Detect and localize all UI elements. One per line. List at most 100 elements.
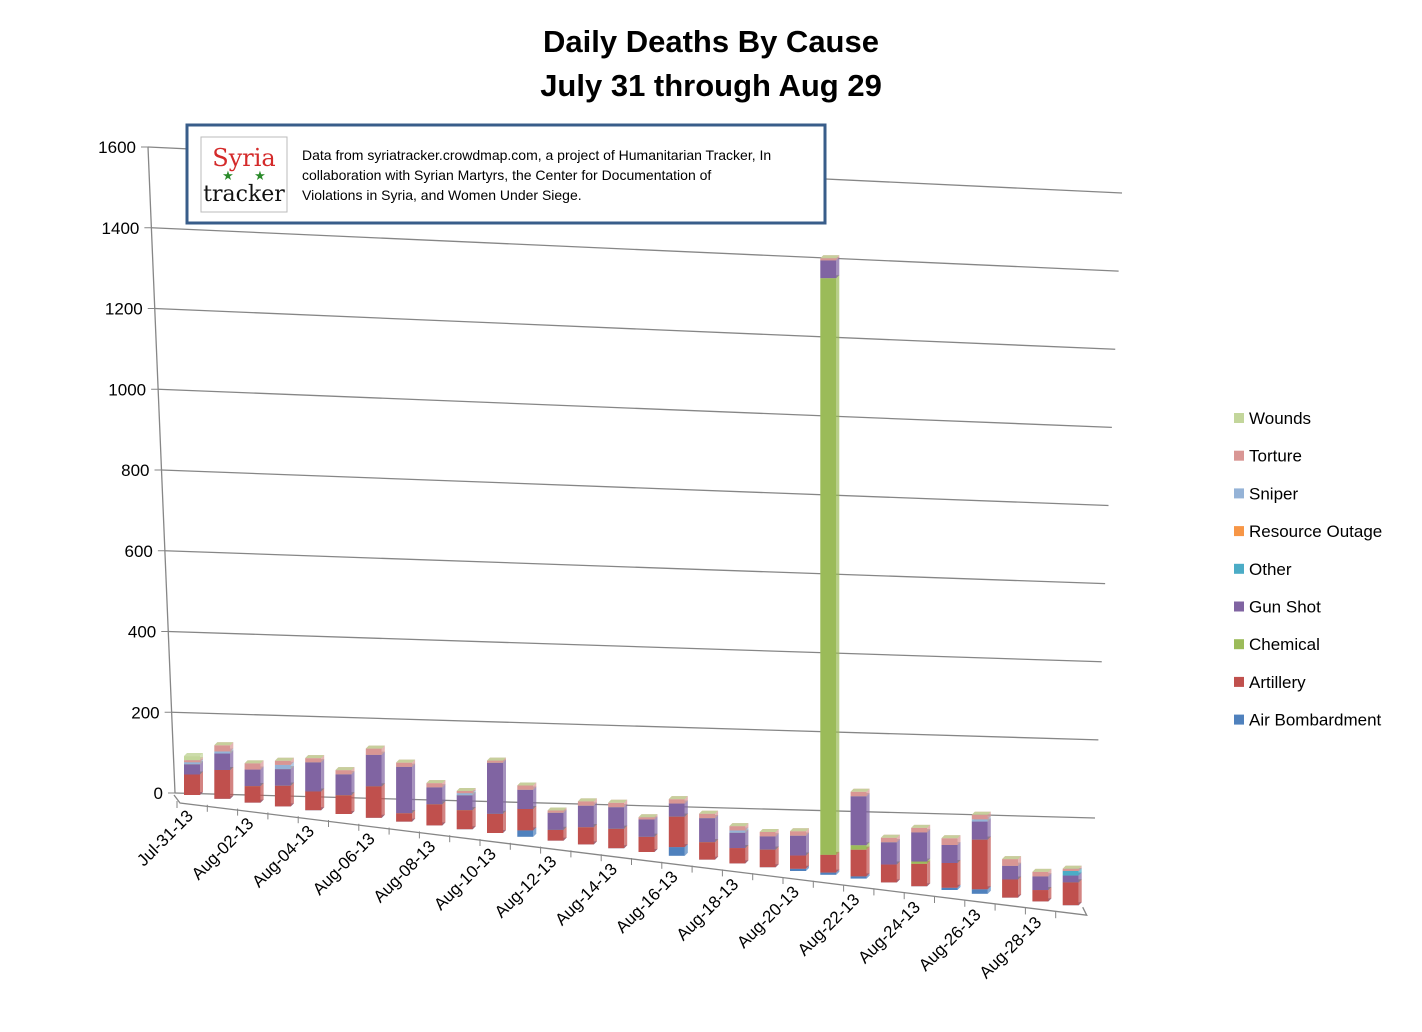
bar-face	[971, 889, 988, 894]
bar-segment	[1032, 868, 1052, 872]
x-tick-label: Aug-12-13	[491, 852, 561, 922]
bar-segment	[244, 760, 264, 764]
bar-side	[200, 761, 203, 775]
bar-side	[745, 823, 749, 831]
bar-top	[668, 796, 688, 800]
bar-side	[775, 846, 779, 868]
bar-face	[335, 770, 352, 775]
bar-side	[381, 751, 385, 787]
bar-face	[547, 829, 564, 841]
bar-segment	[1002, 856, 1022, 860]
bar-face	[759, 849, 776, 868]
bar-segment	[335, 767, 355, 771]
bar-segment	[426, 784, 446, 805]
bar-segment	[880, 834, 900, 838]
bar-side	[442, 780, 446, 788]
bar-face	[911, 861, 928, 864]
bar-side	[290, 761, 294, 770]
chart-subtitle: July 31 through Aug 29	[540, 68, 882, 103]
bar-top	[244, 760, 264, 764]
bar-face	[790, 831, 806, 836]
grid-line	[158, 388, 1112, 429]
bar-face	[1062, 868, 1079, 871]
bar-side	[442, 784, 446, 805]
bar-top	[1002, 856, 1022, 860]
bar-side	[472, 792, 476, 811]
x-tick-label: Aug-08-13	[370, 837, 440, 907]
bar-face	[668, 816, 685, 848]
legend-swatch	[1234, 601, 1244, 612]
bar-face	[790, 855, 806, 869]
bar-side	[957, 835, 961, 845]
bar-side	[987, 836, 991, 890]
bar-side	[593, 798, 597, 806]
bar-face	[487, 813, 503, 833]
bar-face	[244, 786, 261, 803]
bar-side	[412, 759, 416, 767]
bar-face	[214, 769, 231, 799]
bar-segment	[305, 755, 325, 759]
bar-segment	[547, 809, 567, 830]
bar-side	[533, 827, 537, 837]
bar-top	[1032, 868, 1052, 872]
grid-line	[171, 711, 1099, 741]
legend-swatch	[1234, 676, 1244, 687]
bar-side	[624, 825, 628, 849]
grid-line	[164, 550, 1106, 585]
bar-side	[230, 742, 234, 752]
bar-segment	[456, 807, 476, 830]
bar-face	[699, 813, 716, 819]
bar-segment	[305, 759, 325, 792]
bar-side	[684, 844, 688, 856]
bar-face	[305, 758, 322, 763]
bar-face	[699, 818, 716, 843]
bar-segment	[729, 823, 749, 827]
y-tick-label: 0	[154, 784, 163, 803]
bar-face	[517, 830, 534, 837]
x-tick-label: Jul-31-13	[133, 806, 197, 870]
bar-side	[351, 792, 355, 814]
bar-face	[850, 876, 867, 879]
bar-face	[274, 760, 291, 765]
x-tick-label: Aug-10-13	[430, 844, 500, 914]
bar-segment	[1062, 879, 1082, 906]
bar-top	[699, 810, 719, 814]
bar-face	[396, 762, 413, 767]
bar-face	[456, 795, 473, 811]
bar-segment	[699, 839, 719, 860]
bar-face	[790, 868, 806, 871]
bar-side	[533, 782, 537, 790]
bar-side	[745, 845, 749, 864]
bar-side	[896, 834, 900, 843]
bar-face	[1032, 876, 1049, 891]
bar-face	[850, 849, 867, 877]
bar-segment	[668, 813, 688, 848]
bar-side	[806, 865, 809, 871]
bar-side	[321, 788, 325, 811]
legend-label: Air Bombardment	[1249, 711, 1382, 730]
bar-side	[957, 842, 961, 863]
bar-top	[577, 798, 597, 802]
bar-side	[684, 800, 688, 817]
bar-face	[396, 766, 413, 814]
bar-top	[911, 824, 931, 828]
bar-face	[184, 764, 200, 775]
bar-side	[957, 860, 961, 888]
bar-face	[911, 863, 928, 887]
bar-top	[305, 755, 325, 759]
logo-text: tracker	[203, 182, 285, 207]
y-tick-label: 800	[121, 461, 149, 480]
bar-segment	[487, 810, 506, 833]
bar-segment	[608, 799, 628, 803]
bar-face	[911, 827, 928, 833]
bar-face	[638, 819, 655, 837]
bar-side	[836, 851, 840, 873]
bar-side	[1048, 873, 1052, 891]
bar-face	[214, 745, 231, 752]
bar-segment	[396, 763, 416, 814]
bar-face	[396, 813, 413, 822]
bar-segment	[638, 816, 658, 837]
bar-face	[274, 764, 291, 770]
bar-face	[426, 783, 443, 788]
